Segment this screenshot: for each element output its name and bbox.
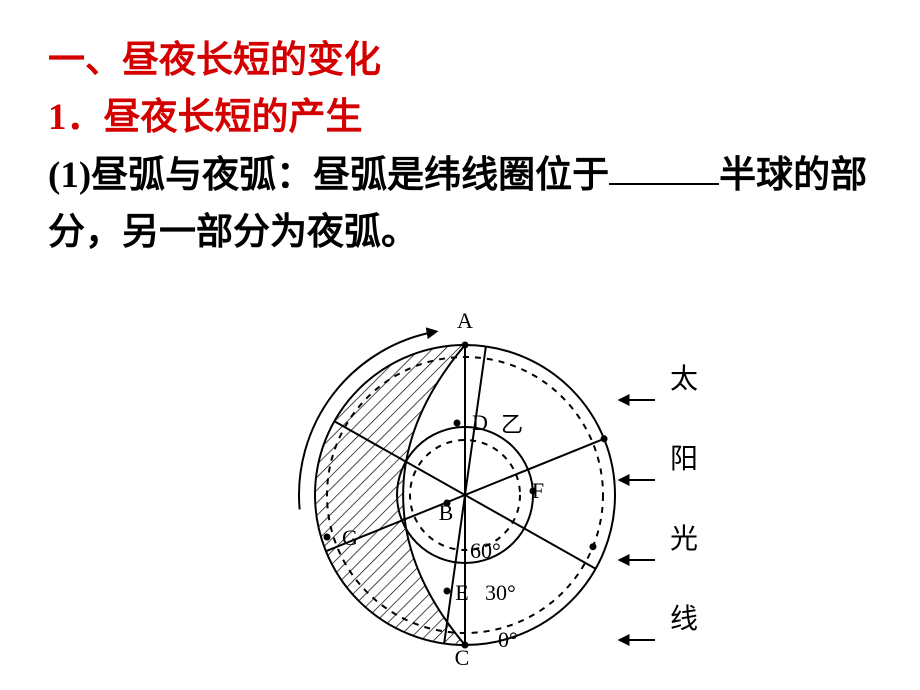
svg-text:60°: 60° (470, 538, 501, 563)
svg-text:D: D (472, 410, 488, 435)
svg-text:C: C (455, 645, 470, 670)
svg-text:E: E (455, 580, 468, 605)
para-pre: (1)昼弧与夜弧：昼弧是纬线圈位于 (48, 155, 609, 196)
fill-blank (609, 183, 719, 185)
earth-diagram-svg: 太阳光线 A B C D E F G 乙 60° 30° 0° (290, 300, 710, 680)
svg-text:F: F (532, 478, 544, 503)
svg-text:线: 线 (670, 603, 698, 635)
svg-text:太: 太 (670, 363, 698, 395)
svg-text:阳: 阳 (670, 444, 698, 475)
svg-text:乙: 乙 (501, 412, 523, 437)
heading-1: 一、昼夜长短的变化 (48, 32, 872, 89)
svg-text:G: G (342, 525, 358, 550)
heading-2: 1．昼夜长短的产生 (48, 89, 872, 146)
paragraph-1: (1)昼弧与夜弧：昼弧是纬线圈位于半球的部分，另一部分为夜弧。 (48, 147, 872, 262)
svg-text:A: A (457, 308, 473, 333)
svg-text:0°: 0° (498, 627, 518, 652)
earth-diagram: 太阳光线 A B C D E F G 乙 60° 30° 0° (290, 300, 710, 680)
svg-text:B: B (439, 500, 454, 525)
svg-text:光: 光 (670, 523, 698, 555)
svg-text:30°: 30° (485, 580, 516, 605)
